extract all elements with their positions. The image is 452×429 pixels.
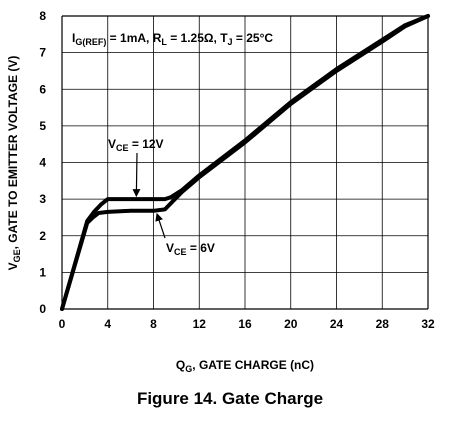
y-tick-label: 1 bbox=[39, 265, 46, 279]
y-tick-label: 4 bbox=[39, 156, 46, 170]
x-tick-label: 24 bbox=[330, 317, 344, 331]
x-tick-label: 32 bbox=[421, 317, 435, 331]
x-tick-label: 4 bbox=[104, 317, 111, 331]
y-axis-title: VGE, GATE TO EMITTER VOLTAGE (V) bbox=[6, 56, 22, 271]
series-layer bbox=[60, 14, 430, 311]
conditions-label: IG(REF) = 1mA, RL = 1.25Ω, TJ = 25°C bbox=[72, 31, 273, 47]
y-tick-label: 8 bbox=[39, 9, 46, 23]
y-tick-label: 6 bbox=[39, 82, 46, 96]
series-line-vce-6v bbox=[60, 14, 430, 311]
annotation-vce12: VCE = 12V bbox=[108, 137, 164, 153]
y-tick-label: 2 bbox=[39, 229, 46, 243]
y-tick-label: 3 bbox=[39, 192, 46, 206]
annotation-arrow-vce6 bbox=[155, 212, 166, 239]
y-tick-label: 7 bbox=[39, 46, 46, 60]
figure-caption: Figure 14. Gate Charge bbox=[137, 389, 323, 408]
x-tick-label: 8 bbox=[150, 317, 157, 331]
x-tick-label: 16 bbox=[238, 317, 252, 331]
annotation-arrow-vce12 bbox=[132, 152, 141, 198]
x-tick-label: 0 bbox=[59, 317, 66, 331]
x-tick-label: 20 bbox=[284, 317, 298, 331]
annotation-vce6: VCE = 6V bbox=[166, 241, 215, 257]
x-tick-label: 28 bbox=[376, 317, 390, 331]
grid-layer bbox=[61, 15, 429, 310]
y-tick-label: 5 bbox=[39, 119, 46, 133]
annotations-layer: VCE = 12V VCE = 6V bbox=[108, 137, 215, 257]
y-tick-label: 0 bbox=[39, 302, 46, 316]
x-axis-title: QG, GATE CHARGE (nC) bbox=[176, 358, 314, 374]
x-tick-label: 12 bbox=[193, 317, 207, 331]
